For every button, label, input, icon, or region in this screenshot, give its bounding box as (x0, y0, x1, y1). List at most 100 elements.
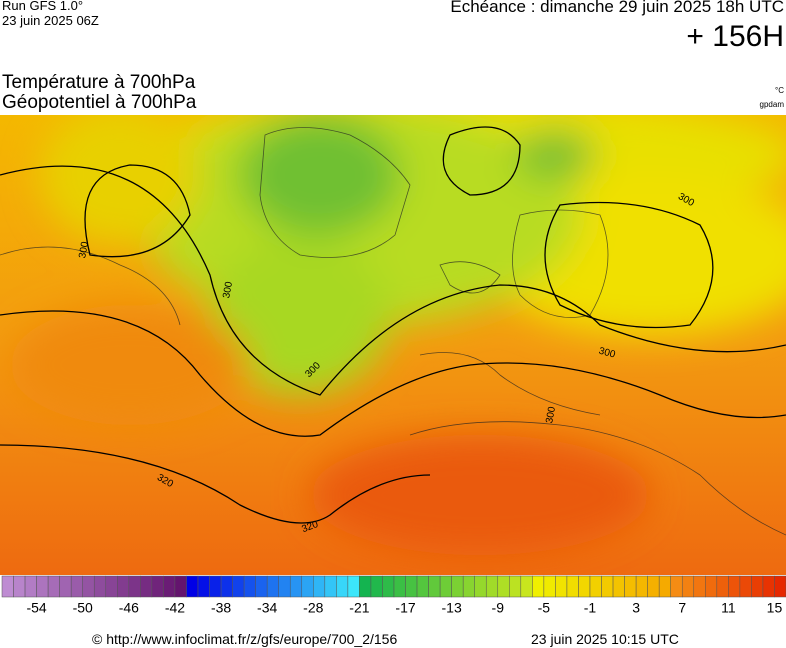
colorbar-swatch (751, 575, 764, 598)
colorbar-swatch (439, 575, 452, 598)
colorbar-label: -50 (73, 600, 93, 615)
unit-temperature: °C (775, 86, 784, 95)
forecast-time: Echéance : dimanche 29 juin 2025 18h UTC (450, 0, 784, 16)
colorbar-swatch (543, 575, 556, 598)
lead-time: + 156H (686, 20, 784, 53)
colorbar-swatch (1, 575, 14, 598)
colorbar-label: 7 (678, 600, 686, 615)
colorbar-swatch (693, 575, 706, 598)
colorbar-swatch (301, 575, 314, 598)
colorbar-swatch (578, 575, 591, 598)
colorbar-swatch (405, 575, 418, 598)
colorbar-label: 11 (721, 600, 736, 615)
colorbar-swatch (47, 575, 60, 598)
colorbar-swatch (555, 575, 568, 598)
colorbar-swatch (197, 575, 210, 598)
colorbar-swatch (509, 575, 522, 598)
colorbar-label: -17 (395, 600, 415, 615)
colorbar-swatch (416, 575, 429, 598)
colorbar-swatch (647, 575, 660, 598)
colorbar-swatch (451, 575, 464, 598)
colorbar-label: -28 (303, 600, 323, 615)
contour-label: 300 (221, 280, 235, 299)
colorbar-swatch (705, 575, 718, 598)
colorbar-label: -34 (257, 600, 277, 615)
colorbar-swatch (36, 575, 49, 598)
colorbar-swatch (762, 575, 775, 598)
colorbar-swatch (336, 575, 349, 598)
colorbar-label: -9 (492, 600, 505, 615)
colorbar-swatch (128, 575, 141, 598)
colorbar-swatch (370, 575, 383, 598)
colorbar-swatch (186, 575, 199, 598)
colorbar-swatch (774, 575, 786, 598)
colorbar-swatch (289, 575, 303, 598)
colorbar-swatch (209, 575, 222, 598)
colorbar-swatch (462, 575, 475, 598)
title-temperature: Température à 700hPa (2, 72, 196, 93)
colorbar-label: 3 (632, 600, 640, 615)
colorbar-label: -13 (442, 600, 462, 615)
colorbar-swatch (220, 575, 233, 598)
colorbar-label: -46 (119, 600, 139, 615)
geopotential-contours (0, 126, 786, 524)
footer-source: © http://www.infoclimat.fr/z/gfs/europe/… (92, 631, 398, 647)
run-date: 23 juin 2025 06Z (2, 13, 99, 28)
colorbar-swatch (716, 575, 729, 598)
colorbar-swatch (232, 575, 245, 598)
colorbar-swatch (82, 575, 95, 598)
colorbar-swatch (13, 575, 26, 598)
colorbar-swatch (485, 575, 499, 598)
colorbar-label: -54 (26, 600, 46, 615)
colorbar-swatch (382, 575, 395, 598)
colorbar-swatch (24, 575, 37, 598)
colorbar-swatch (728, 575, 741, 598)
colorbar-swatch (255, 575, 268, 598)
colorbar-swatch (359, 575, 372, 598)
colorbar-swatch (151, 575, 164, 598)
colorbar-swatch (428, 575, 441, 598)
colorbar-swatch (681, 575, 695, 598)
colorbar-swatch (658, 575, 671, 598)
footer-timestamp: 23 juin 2025 10:15 UTC (531, 631, 679, 647)
colorbar-swatch (670, 575, 683, 598)
colorbar-label: -5 (538, 600, 551, 615)
contour-label: 300 (77, 240, 91, 259)
colorbar-swatch (739, 575, 752, 598)
colorbar-label: -21 (349, 600, 369, 615)
colorbar-swatch (59, 575, 72, 598)
title-geopotential: Géopotentiel à 700hPa (2, 92, 197, 113)
run-label: Run GFS 1.0° (2, 0, 84, 13)
colorbar-swatch (393, 575, 406, 598)
colorbar-swatch (105, 575, 118, 598)
colorbar-swatch (278, 575, 291, 598)
contour-label: 300 (544, 405, 558, 424)
colorbar-swatch (347, 575, 360, 598)
colorbar-label: 15 (767, 600, 783, 615)
colorbar-swatch (612, 575, 625, 598)
colorbar-swatch (117, 575, 130, 598)
colorbar-swatch (243, 575, 256, 598)
unit-geopotential: gpdam (759, 100, 784, 109)
colorbar: -54 -50 -46 -42 -38 -34 -28 -21 -17 -13 -9 -5 -1 3 7 11… (1, 575, 786, 615)
colorbar-label: -38 (211, 600, 231, 615)
colorbar-label: -42 (165, 600, 185, 615)
colorbar-swatch (532, 575, 545, 598)
colorbar-swatch (520, 575, 533, 598)
colorbar-swatch (140, 575, 153, 598)
colorbar-swatch (163, 575, 176, 598)
colorbar-swatch (266, 575, 279, 598)
colorbar-swatch (324, 575, 337, 598)
colorbar-label: -1 (584, 600, 597, 615)
colorbar-swatch (566, 575, 579, 598)
colorbar-swatch (601, 575, 614, 598)
colorbar-swatch (70, 575, 83, 598)
contour-label: 300 (597, 346, 616, 361)
temperature-field (10, 115, 786, 555)
colorbar-swatch (93, 575, 107, 598)
colorbar-swatch (635, 575, 648, 598)
